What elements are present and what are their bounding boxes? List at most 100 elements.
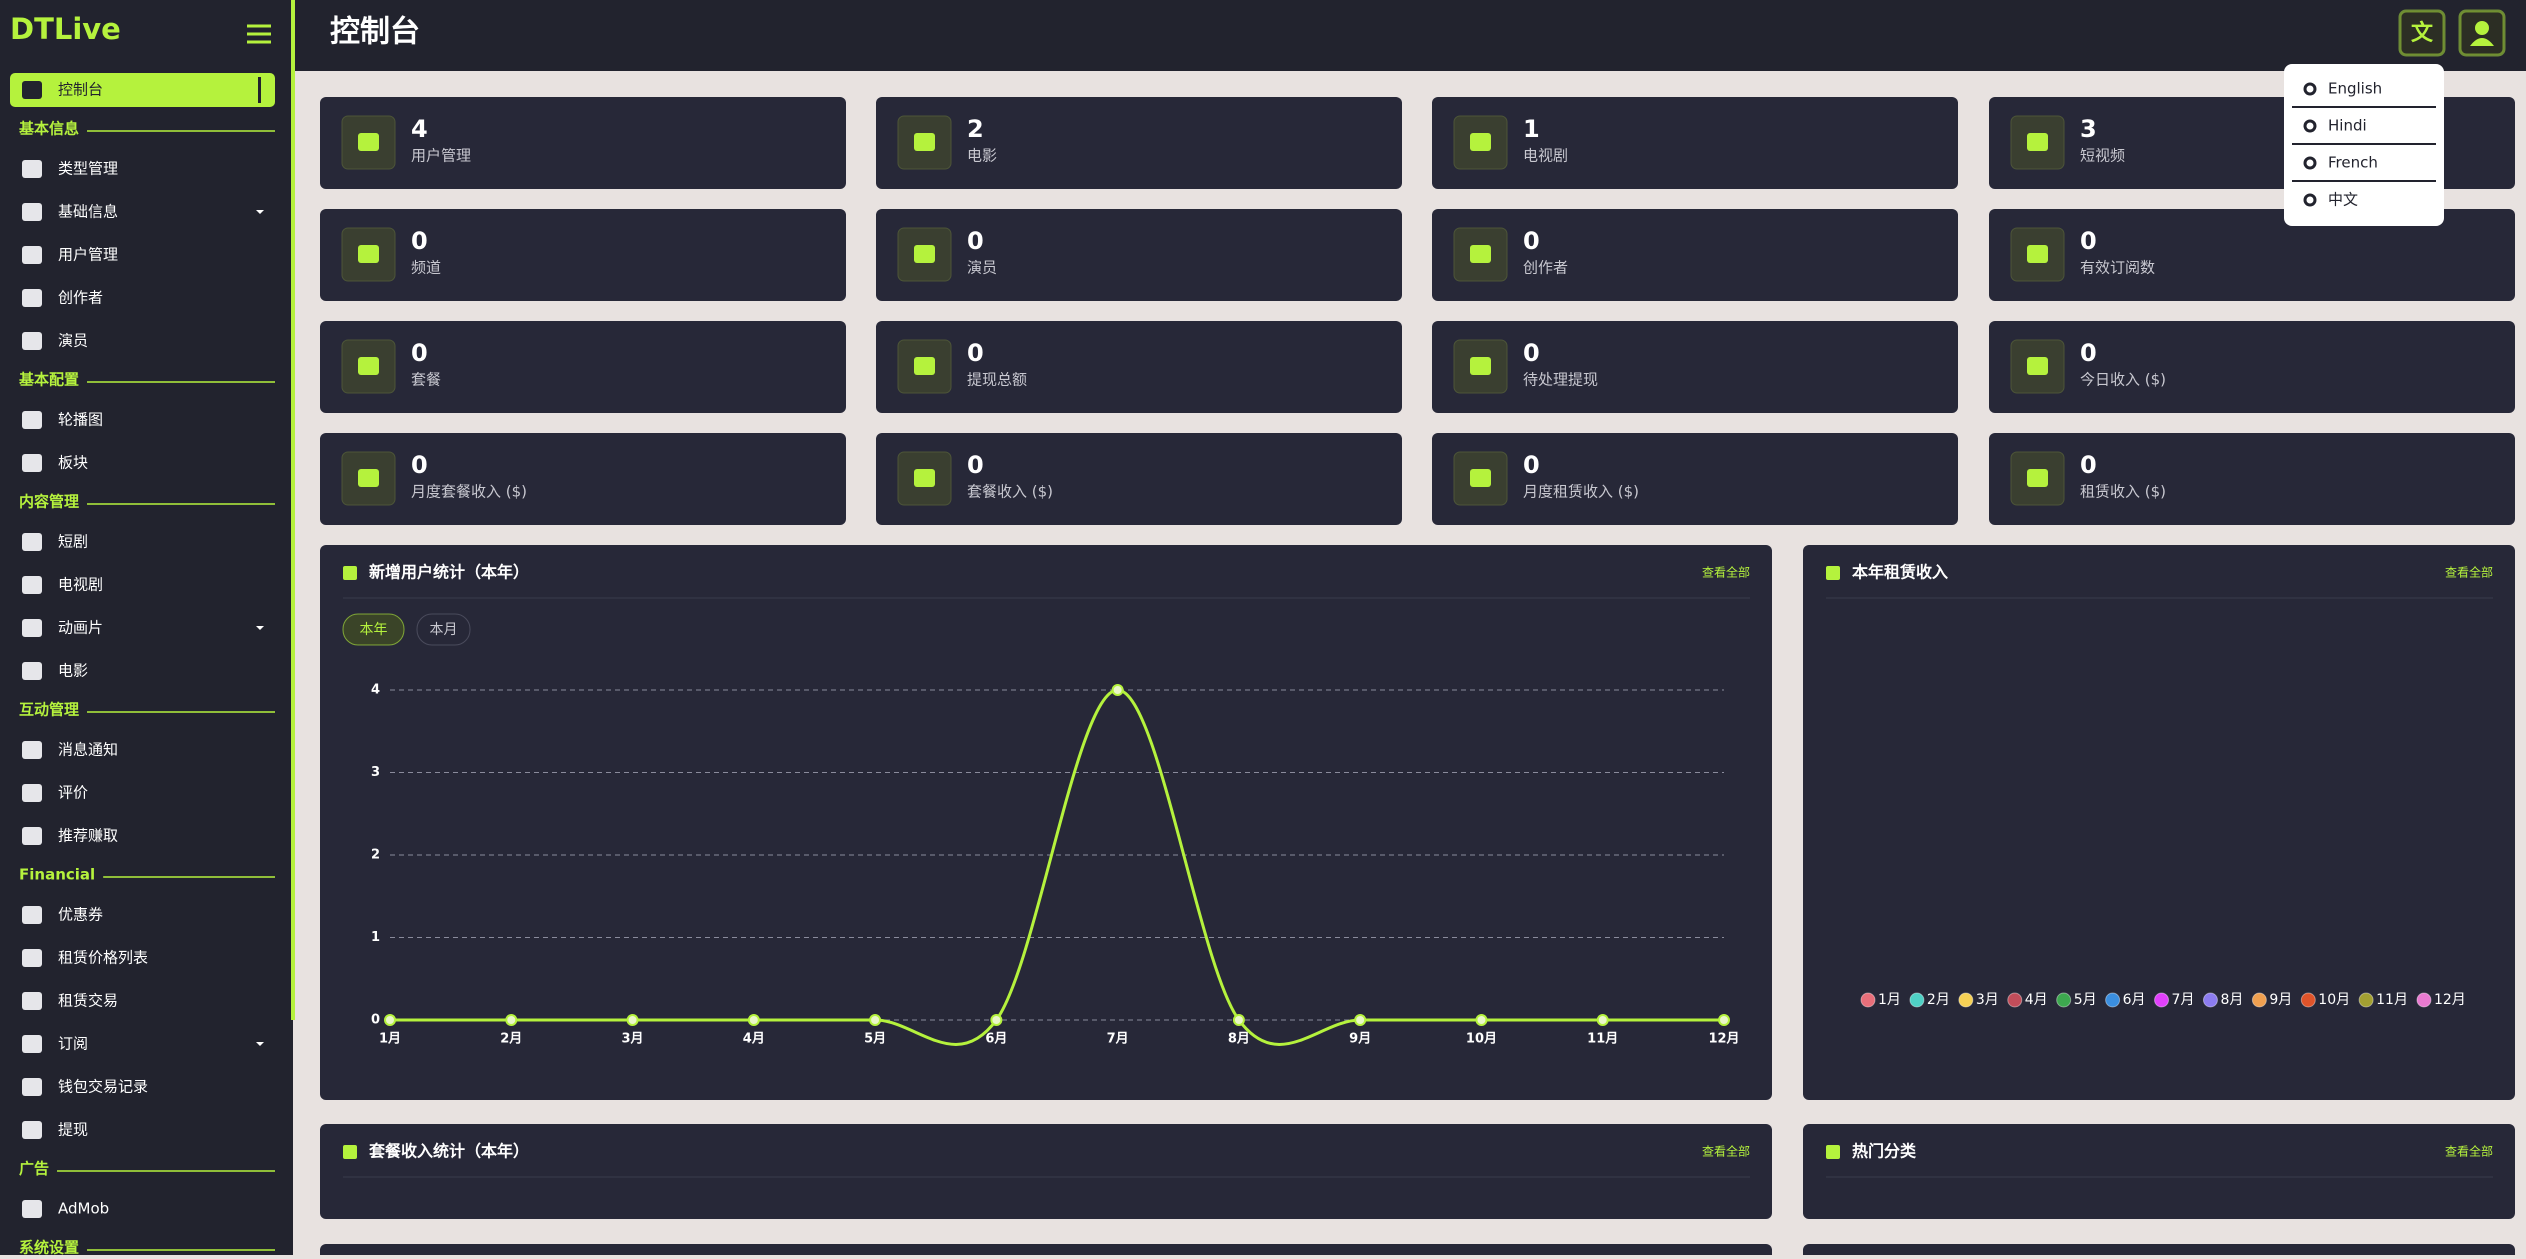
point (1354, 1014, 1367, 1026)
svg-text:文: 文 (2411, 20, 2434, 46)
sidebar-item[interactable]: 轮播图 (22, 411, 103, 430)
menu-toggle[interactable] (247, 24, 271, 44)
view-all-link[interactable]: 查看全部 (2445, 1144, 2493, 1159)
sidebar-item[interactable]: 优惠券 (22, 906, 103, 925)
card-icon (358, 469, 379, 487)
view-all-link[interactable]: 查看全部 (1702, 565, 1750, 580)
sidebar-item[interactable]: 电视剧 (22, 576, 103, 595)
stat-label: 租赁收入 ($) (2080, 483, 2166, 501)
item-icon (22, 246, 42, 264)
legend-label: 7月 (2172, 992, 2195, 1008)
expand-caret (256, 210, 264, 214)
item-label: 用户管理 (58, 246, 118, 264)
card-icon (2027, 469, 2048, 487)
item-icon (22, 827, 42, 845)
item-label: 动画片 (58, 619, 103, 637)
point (990, 1014, 1003, 1026)
stat-card: 0 月度套餐收入 ($) (320, 433, 846, 525)
stat-card: 0 月度租赁收入 ($) (1432, 433, 1958, 525)
card-bg (320, 433, 846, 525)
language-option[interactable]: English (2303, 80, 2382, 98)
sidebar-item[interactable]: 板块 (22, 454, 88, 473)
sidebar-item[interactable]: 基础信息 (22, 203, 264, 222)
item-icon (22, 1078, 42, 1096)
sidebar-item[interactable]: AdMob (22, 1200, 109, 1219)
sidebar-item[interactable]: 推荐赚取 (22, 827, 118, 846)
translate-button[interactable]: 文 (2398, 9, 2446, 57)
sidebar-item[interactable]: 短剧 (22, 533, 88, 552)
language-option[interactable]: 中文 (2303, 191, 2358, 209)
sidebar-item[interactable]: 用户管理 (22, 246, 118, 265)
expand-caret (256, 1042, 264, 1046)
stat-value: 0 (1523, 451, 1540, 479)
item-icon (22, 906, 42, 924)
x-tick-label: 4月 (743, 1032, 765, 1047)
legend-swatch (2358, 992, 2374, 1008)
item-icon (22, 203, 42, 221)
legend-label: 9月 (2269, 992, 2292, 1008)
item-label: 演员 (58, 332, 88, 350)
sidebar-item[interactable]: 电影 (22, 662, 88, 681)
sidebar-item[interactable]: 演员 (22, 332, 88, 351)
item-icon (22, 741, 42, 759)
expand-caret (256, 626, 264, 630)
x-tick-label: 7月 (1107, 1032, 1129, 1047)
language-label: 中文 (2328, 191, 2358, 209)
view-all-link[interactable]: 查看全部 (1702, 1144, 1750, 1159)
sidebar-section: Financial (19, 866, 95, 884)
card-icon (358, 133, 379, 151)
item-label: 短剧 (58, 533, 88, 551)
sidebar-item[interactable]: 租赁价格列表 (22, 949, 148, 968)
legend-swatch (2105, 992, 2121, 1008)
header (295, 0, 2526, 71)
stat-value: 0 (967, 339, 984, 367)
item-icon (22, 992, 42, 1010)
sidebar-item[interactable]: 控制台 (10, 73, 275, 107)
stat-label: 待处理提现 (1523, 371, 1598, 389)
language-option[interactable]: Hindi (2303, 117, 2367, 135)
stat-label: 月度套餐收入 ($) (411, 483, 527, 501)
card-bg (1989, 321, 2515, 413)
y-tick-label: 2 (371, 848, 380, 863)
sidebar-section: 基本配置 (18, 371, 79, 389)
stat-value: 2 (967, 115, 984, 143)
point (747, 1014, 760, 1026)
sidebar-item[interactable]: 钱包交易记录 (22, 1078, 148, 1097)
sidebar-item[interactable]: 类型管理 (22, 160, 118, 179)
sidebar-item[interactable]: 租赁交易 (22, 992, 118, 1011)
card-icon (1470, 469, 1491, 487)
legend-label: 10月 (2318, 992, 2350, 1008)
user-button[interactable] (2458, 9, 2506, 57)
sidebar-item[interactable]: 创作者 (22, 289, 103, 308)
chart-tab[interactable]: 本年 (342, 613, 405, 646)
card-bg (320, 209, 846, 301)
sidebar-item[interactable]: 订阅 (22, 1035, 264, 1054)
sidebar-item[interactable]: 消息通知 (22, 741, 118, 760)
stat-label: 用户管理 (411, 147, 471, 165)
stat-label: 频道 (411, 259, 441, 277)
card-icon (1470, 245, 1491, 263)
y-tick-label: 0 (371, 1013, 380, 1028)
x-tick-label: 9月 (1349, 1032, 1371, 1047)
x-tick-label: 5月 (864, 1032, 886, 1047)
sidebar-item[interactable]: 动画片 (22, 619, 264, 638)
card-icon (358, 245, 379, 263)
point (1475, 1014, 1488, 1026)
sidebar-item[interactable]: 评价 (22, 784, 88, 803)
legend-swatch (2416, 992, 2432, 1008)
x-tick-label: 11月 (1587, 1032, 1618, 1047)
chart-tab[interactable]: 本月 (416, 613, 471, 646)
language-option[interactable]: French (2303, 154, 2378, 172)
item-label: 推荐赚取 (58, 827, 118, 845)
stat-card: 0 套餐 (320, 321, 846, 413)
view-all-link[interactable]: 查看全部 (2445, 565, 2493, 580)
stat-card: 4 用户管理 (320, 97, 846, 189)
stat-card: 0 待处理提现 (1432, 321, 1958, 413)
panel-bg (320, 1124, 1772, 1219)
tab-bg (416, 613, 471, 646)
stat-card: 0 租赁收入 ($) (1989, 433, 2515, 525)
stat-value: 0 (967, 227, 984, 255)
sidebar-item[interactable]: 提现 (22, 1121, 88, 1140)
language-label: French (2328, 154, 2378, 172)
